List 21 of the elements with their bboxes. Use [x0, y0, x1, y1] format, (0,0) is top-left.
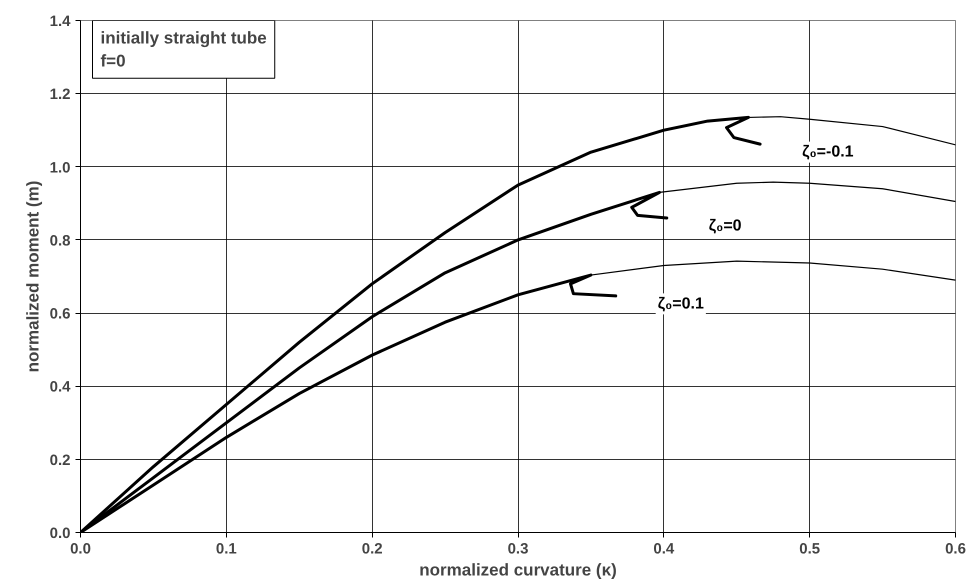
y-axis-title: normalized moment (m): [24, 180, 43, 372]
y-tick-label: 0.2: [50, 452, 71, 469]
x-tick-label: 0.1: [216, 540, 237, 558]
text: ζ₀=-0.1: [802, 144, 854, 161]
y-tick-label: 0.4: [50, 378, 72, 396]
x-axis-title: normalized curvature (κ): [419, 560, 617, 580]
y-tick-label: 0.0: [50, 525, 71, 542]
x-tick-label: 0.2: [362, 540, 383, 558]
x-tick-label: 0.5: [799, 540, 820, 558]
x-tick-label: 0.4: [653, 540, 675, 558]
text: ζ₀=0: [708, 217, 742, 234]
x-tick-label: 0.6: [945, 540, 966, 558]
text: ζ₀=0.1: [658, 295, 704, 312]
annotation: initially straight tube f=0: [100, 28, 267, 70]
y-tick-label: 1.4: [50, 13, 72, 30]
y-tick-label: 0.6: [50, 306, 71, 323]
y-tick-label: 1.0: [50, 159, 71, 176]
y-tick-label: 0.8: [50, 232, 71, 250]
y-tick-label: 1.2: [50, 86, 71, 104]
x-tick-label: 0.0: [70, 540, 91, 558]
x-tick-label: 0.3: [508, 540, 528, 558]
